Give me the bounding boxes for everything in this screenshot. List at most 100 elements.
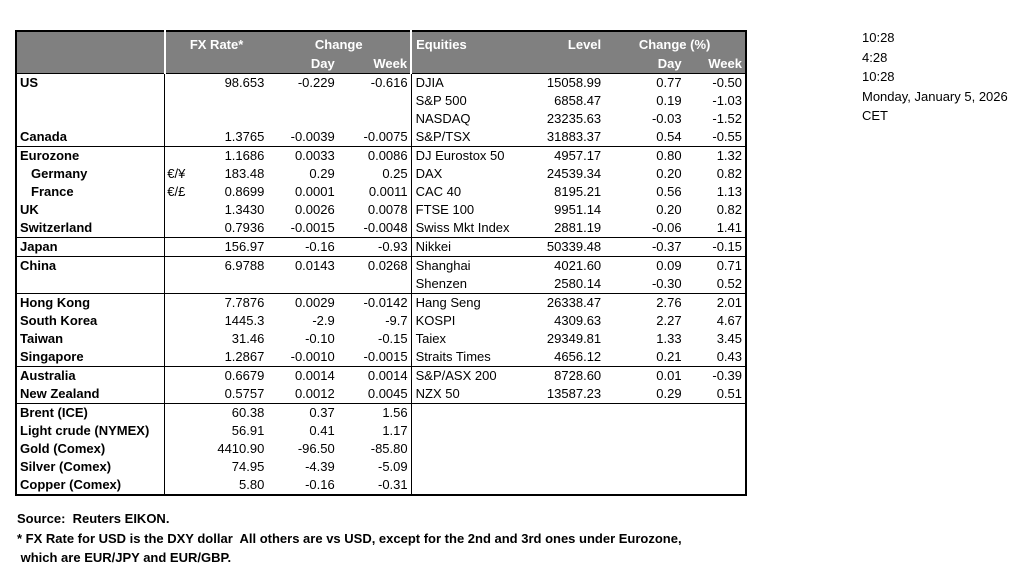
equity-index-label: KOSPI <box>410 312 528 330</box>
equity-level: 13587.23 <box>527 385 605 404</box>
currency-pair <box>164 312 197 330</box>
timestamp-panel: 10:28 4:28 10:28 Monday, January 5, 2026 CET <box>862 28 1008 126</box>
country-label: Hong Kong <box>20 295 91 310</box>
fx-day-change: 0.0014 <box>294 368 335 383</box>
equity-level: 8728.60 <box>554 368 602 383</box>
fx-rate-value: 1.3765 <box>196 128 268 147</box>
equity-index-label: Hang Seng <box>410 293 528 312</box>
equity-index-label: NZX 50 <box>410 385 528 404</box>
fx-day-change: 0.0033 <box>294 148 335 163</box>
equity-level: 4309.63 <box>554 313 602 328</box>
blank-header-cell <box>16 55 165 74</box>
table-row: Australia 0.6679 0.0014 0.0014 S&P/ASX 200 87… <box>16 366 746 385</box>
fx-day-change: 0.0143 <box>294 258 335 273</box>
fx-rate-header: FX Rate* <box>163 31 268 55</box>
equity-week-change <box>685 440 746 458</box>
equity-level <box>528 440 604 458</box>
table-row: Silver (Comex) 74.95 -4.39 -5.09 <box>16 458 746 476</box>
equity-day-change: 0.01 <box>656 368 682 383</box>
equity-index-label <box>410 440 528 458</box>
fx-rate-value: 0.5757 <box>196 385 268 404</box>
fx-week-change: 0.0078 <box>367 202 408 217</box>
fx-day-change: 0.0026 <box>294 202 335 217</box>
equity-week-change: -0.39 <box>712 368 742 383</box>
equities-header: Equities <box>410 31 528 55</box>
country-label: Australia <box>20 368 76 383</box>
currency-pair <box>164 146 197 165</box>
blank-header-cell <box>410 55 528 74</box>
table-row: Gold (Comex) 4410.90 -96.50 -85.80 <box>16 440 746 458</box>
currency-pair <box>164 476 197 495</box>
equity-day-change: 0.21 <box>604 348 685 367</box>
equity-level: 26338.47 <box>546 295 602 310</box>
fx-note-line2: which are EUR/JPY and EUR/GBP. <box>17 550 232 565</box>
currency-pair <box>164 422 197 440</box>
table-row: Canada 1.3765 -0.0039 -0.0075 S&P/TSX 31883.3… <box>16 128 746 147</box>
equity-day-change <box>604 476 684 495</box>
equity-index-label: Shenzen <box>410 275 528 294</box>
equity-day-change: 0.77 <box>656 75 682 90</box>
fx-week-change: 0.0045 <box>337 385 412 404</box>
table-row: China 6.9788 0.0143 0.0268 Shanghai 4021.60 0.… <box>16 256 746 275</box>
equity-week-change: 2.01 <box>716 295 742 310</box>
country-label: UK <box>20 202 39 217</box>
currency-pair <box>164 275 197 294</box>
fx-day-change: 0.0001 <box>294 184 335 199</box>
equity-index-label <box>410 476 528 495</box>
fx-day-change: -96.50 <box>297 441 335 456</box>
level-header: Level <box>527 31 605 55</box>
equity-level: 8195.21 <box>554 184 602 199</box>
country-label: Silver (Comex) <box>20 459 112 474</box>
timestamp-line: 10:28 <box>862 69 895 84</box>
fx-rate-value: 7.7876 <box>224 295 265 310</box>
equities-change-header: Change (%) <box>604 31 746 55</box>
fx-week-change: -0.0015 <box>337 348 412 367</box>
fx-week-change: -85.80 <box>370 441 408 456</box>
fx-week-change <box>337 275 412 294</box>
table-row: Copper (Comex) 5.80 -0.16 -0.31 <box>16 476 746 495</box>
fx-day-change: -0.10 <box>305 331 335 346</box>
fx-day-change: -0.229 <box>297 75 335 90</box>
fx-rate-value: 1.3430 <box>224 202 265 217</box>
equity-level: 9951.14 <box>554 202 602 217</box>
table-row: Hong Kong 7.7876 0.0029 -0.0142 Hang Seng 263… <box>16 293 746 312</box>
equity-week-change: 4.67 <box>716 313 742 328</box>
equity-index-label: Straits Times <box>410 348 528 367</box>
fx-week-change <box>338 110 411 128</box>
country-label: Singapore <box>16 348 165 367</box>
fx-week-change: -0.15 <box>377 331 408 346</box>
fx-day-change: -0.16 <box>305 477 335 492</box>
equity-index-label <box>410 403 528 422</box>
equity-day-change <box>604 404 684 423</box>
country-label: Light crude (NYMEX) <box>20 423 150 438</box>
currency-pair <box>164 458 197 476</box>
fx-week-change: 0.0268 <box>367 258 408 273</box>
equity-level <box>528 404 604 423</box>
equity-week-change <box>685 476 746 495</box>
equity-level: 2881.19 <box>527 219 605 238</box>
fx-note-line1: * FX Rate for USD is the DXY dollar All … <box>17 530 682 546</box>
currency-pair <box>164 73 197 92</box>
equity-day-change: -0.06 <box>604 219 685 238</box>
currency-pair <box>164 348 197 367</box>
equity-day-change: -0.30 <box>604 275 685 294</box>
equity-week-change: 1.41 <box>684 219 746 238</box>
fx-day-change: 0.37 <box>309 405 335 420</box>
equity-level <box>528 422 604 440</box>
equity-index-label: DJIA <box>410 73 528 92</box>
equity-week-change: 0.43 <box>684 348 746 367</box>
equity-week-change: -1.03 <box>712 93 742 108</box>
equity-week-change: 1.32 <box>716 148 742 163</box>
equity-level <box>528 476 604 495</box>
fx-rate-value: 6.9788 <box>224 258 265 273</box>
equity-week-change: -0.15 <box>684 237 746 257</box>
table-row: Switzerland 0.7936 -0.0015 -0.0048 Swiss Mkt… <box>16 219 746 238</box>
fx-rate-value: 1445.3 <box>224 313 265 328</box>
equity-level: 29349.81 <box>546 331 602 346</box>
country-label: New Zealand <box>16 385 165 404</box>
country-label <box>16 92 165 110</box>
country-label: Switzerland <box>16 219 165 238</box>
fx-day-change <box>267 110 337 128</box>
fx-week-change: -0.0048 <box>337 219 412 238</box>
